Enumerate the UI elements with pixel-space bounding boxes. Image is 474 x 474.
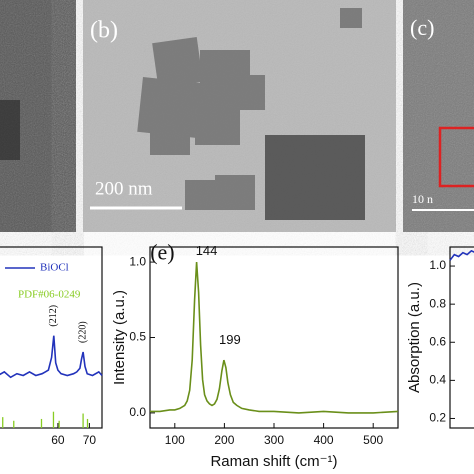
annotation: 199 — [219, 332, 241, 347]
annotation: (e) — [150, 240, 174, 265]
x-tick-label: 400 — [314, 433, 334, 447]
y-tick-label: 0.2 — [429, 411, 446, 425]
sem-image — [0, 0, 76, 232]
y-tick-label: 0.6 — [429, 334, 446, 348]
y-axis-label: Absorption (a.u.) — [406, 282, 423, 393]
y-tick-label: 1.0 — [129, 254, 146, 268]
plot-frame — [0, 246, 103, 429]
annotation: (220) — [77, 321, 88, 343]
scale-bar-label: 10 n — [412, 192, 433, 206]
panel-label: (c) — [410, 15, 434, 40]
scale-bar-label: 200 nm — [95, 178, 153, 199]
y-tick-label: 0.8 — [429, 296, 446, 310]
data-line — [0, 335, 103, 379]
annotation: (212) — [48, 305, 59, 327]
x-tick-label: 70 — [83, 433, 97, 447]
data-line — [449, 249, 474, 261]
x-tick-label: 200 — [214, 433, 234, 447]
x-tick-label: 300 — [264, 433, 284, 447]
y-tick-label: 0.0 — [129, 405, 146, 419]
panel-label: (b) — [90, 18, 118, 44]
y-tick-label: 0.5 — [129, 330, 146, 344]
annotation: 144 — [196, 243, 218, 258]
legend-label: BiOCl — [40, 262, 69, 274]
x-tick-label: 60 — [51, 433, 65, 447]
hrtem-image — [403, 0, 474, 232]
y-tick-label: 1.0 — [429, 258, 446, 272]
tem-image — [83, 0, 396, 232]
plot-frame — [449, 246, 474, 429]
y-tick-label: 0.4 — [429, 373, 446, 387]
legend-label: PDF#06-0249 — [18, 289, 81, 301]
data-line — [150, 262, 399, 414]
y-axis-label: Intensity (a.u.) — [111, 290, 128, 385]
x-tick-label: 100 — [165, 433, 185, 447]
x-tick-label: 500 — [363, 433, 383, 447]
x-axis-label: Raman shift (cm⁻¹) — [210, 453, 337, 470]
